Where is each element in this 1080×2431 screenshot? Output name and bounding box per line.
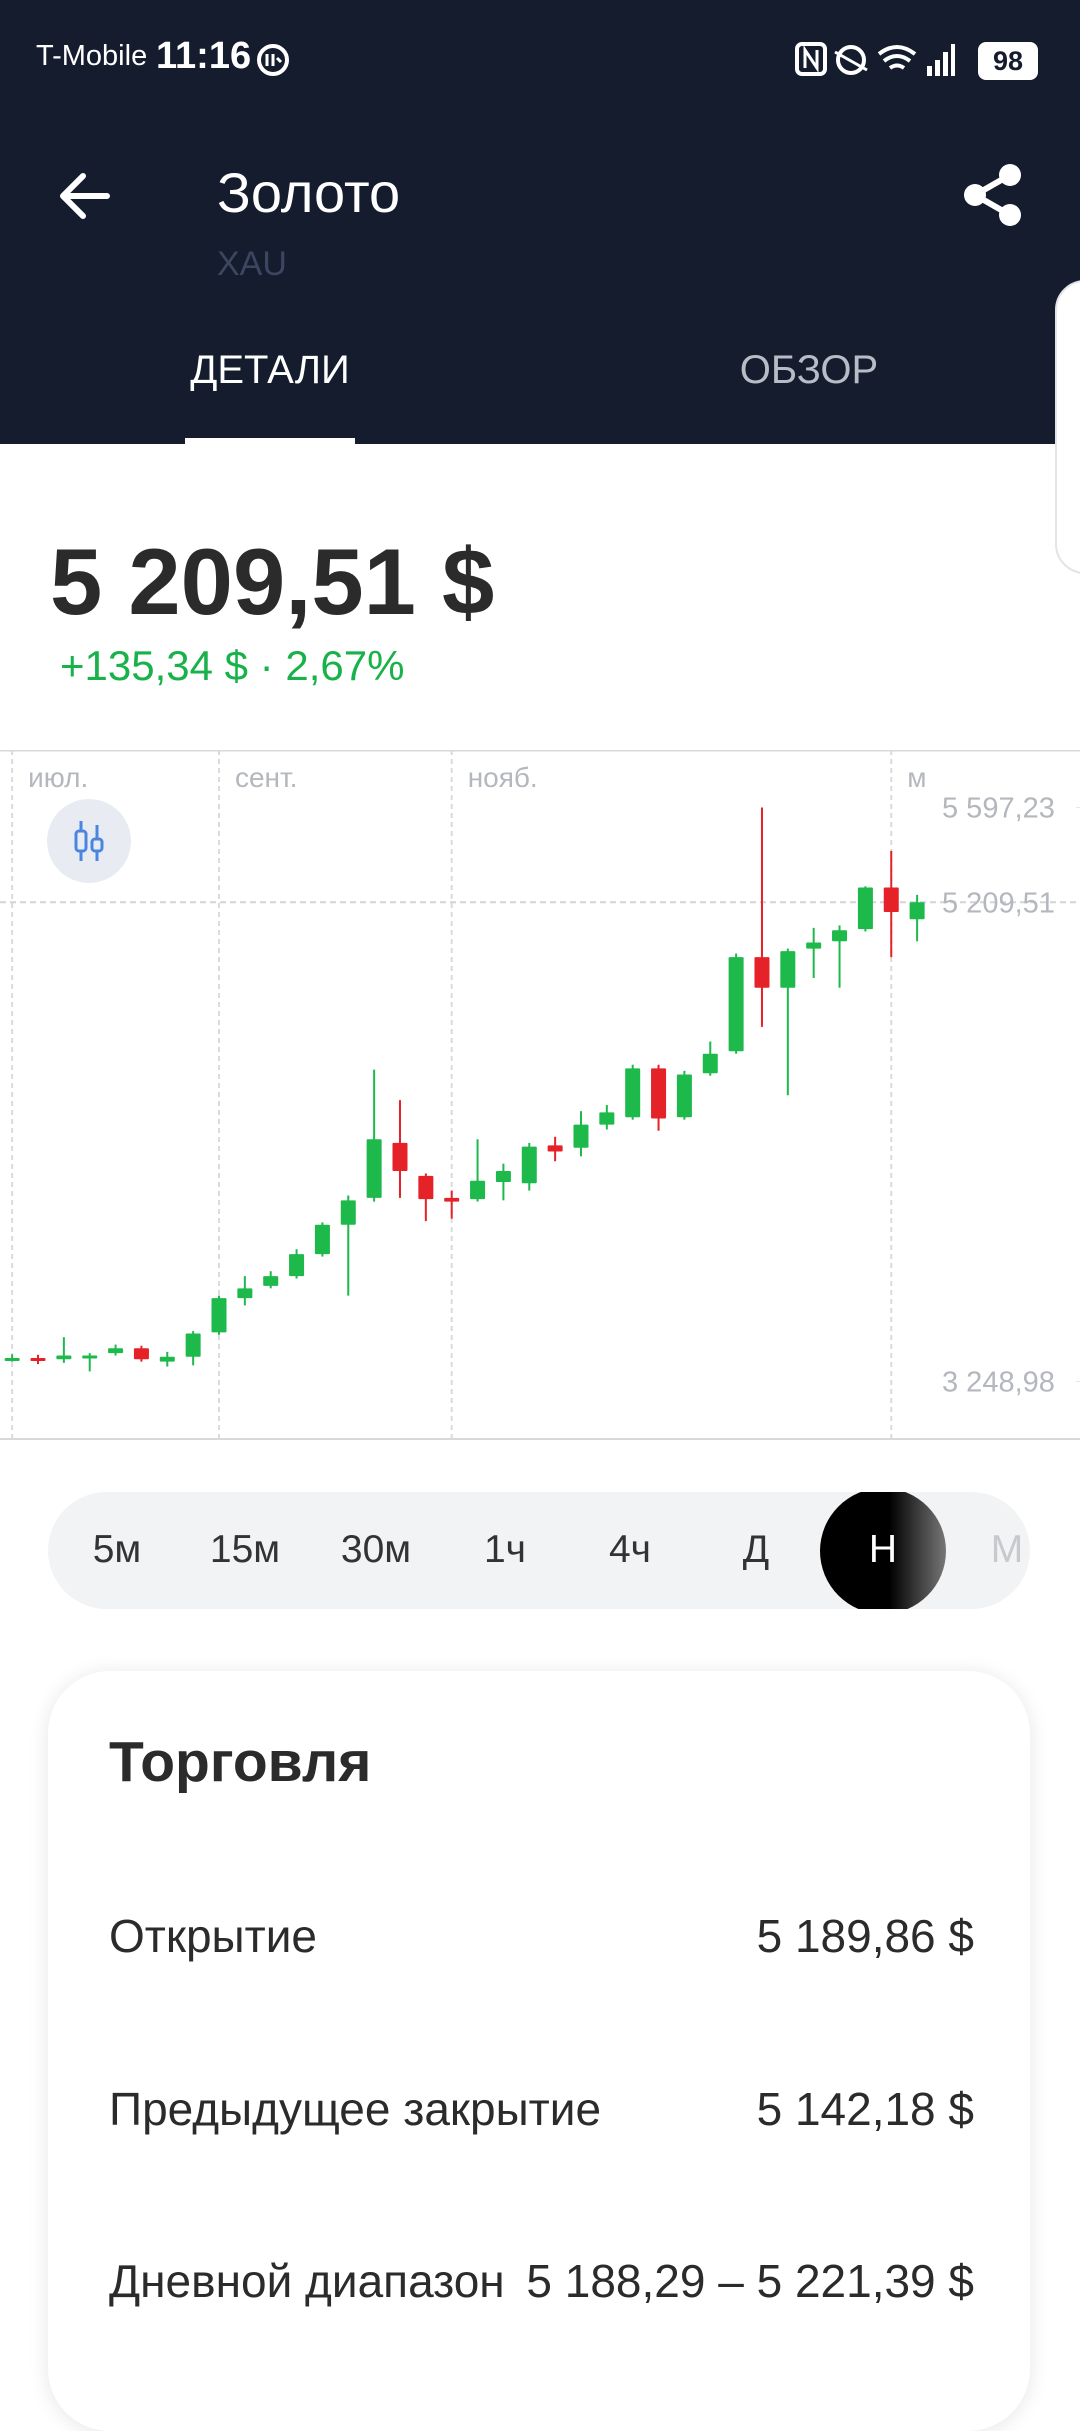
row-value: 5 189,86 $ (756, 1910, 974, 1962)
y-tick-label: 3 248,98 (942, 1366, 1055, 1398)
candle-body (185, 1333, 201, 1357)
status-icons (795, 42, 955, 76)
x-tick-label: сент. (235, 762, 298, 793)
instrument-title: Золото (217, 161, 401, 224)
timeframe-option[interactable]: Н (868, 1528, 898, 1571)
candlestick-chart: июл.сент.нояб.2026м5 597,235 209,513 248… (0, 750, 1080, 1440)
candle-body (82, 1355, 98, 1359)
candle-body (676, 1074, 692, 1118)
candle-body (909, 902, 925, 920)
row-label: Открытие (109, 1910, 317, 1962)
row-value: 5 142,18 $ (756, 2083, 974, 2135)
side-panel-peek (1055, 280, 1080, 574)
candle-body (418, 1175, 434, 1200)
price-change: +135,34 $ · 2,67% (60, 642, 405, 689)
timeframe-selected-bg (820, 1492, 946, 1609)
tab[interactable]: ОБЗОР (739, 348, 879, 392)
timeframe-option[interactable]: 5м (92, 1528, 142, 1571)
candle-body (599, 1112, 615, 1125)
candle-body (780, 951, 796, 988)
chart-type-button[interactable] (47, 799, 131, 883)
status-icon (257, 44, 289, 76)
candle-body (625, 1068, 641, 1118)
x-tick-label: нояб. (468, 762, 538, 793)
candle-body (547, 1145, 563, 1152)
candle-body (340, 1200, 356, 1225)
instrument-symbol: XAU (217, 245, 287, 283)
x-tick-label: июл. (28, 762, 88, 793)
tab-indicator (185, 438, 355, 444)
battery: 98 (978, 42, 1038, 80)
candle-body (263, 1276, 279, 1286)
row-value: 5 188,29 – 5 221,39 $ (526, 2255, 974, 2307)
candle-body (314, 1224, 330, 1255)
chart-type-icon (74, 821, 104, 861)
candle-body (289, 1254, 305, 1277)
timeframe-option[interactable]: 15м (209, 1528, 281, 1571)
section-title: Торговля (109, 1730, 372, 1794)
candle-body (832, 930, 848, 942)
candle-body (211, 1298, 227, 1333)
price: 5 209,51 $ (50, 529, 495, 634)
candle-body (495, 1171, 511, 1183)
candle-body (883, 887, 899, 912)
candle-body (521, 1146, 537, 1184)
candle-body (392, 1142, 408, 1172)
app-header: T-Mobile 11:16 98 Золото XAU ДЕТАЛИ ОБЗО… (0, 0, 1080, 444)
tab[interactable]: ДЕТАЛИ (190, 348, 350, 392)
candle-body (30, 1357, 46, 1361)
carrier: T-Mobile (36, 40, 148, 72)
candle-body (133, 1348, 149, 1360)
candle-body (573, 1124, 589, 1148)
candle-body (857, 887, 873, 930)
trading-card: Торговля Открытие 5 189,86 $ Предыдущее за… (48, 1671, 1030, 2431)
candle-body (237, 1288, 253, 1299)
candle-body (806, 942, 822, 949)
x-tick-label: м (907, 762, 926, 793)
timeframe-selector: 5м 15м 30м 1ч 4ч Д Н М (48, 1492, 1030, 1609)
timeframe-option[interactable]: М (990, 1528, 1024, 1571)
screen: T-Mobile 11:16 98 Золото XAU ДЕТАЛИ ОБЗО… (0, 0, 1080, 2307)
timeframe-option[interactable]: 4ч (608, 1528, 652, 1571)
timeframe-option[interactable]: Д (742, 1528, 770, 1571)
candle-body (4, 1357, 20, 1361)
candle-body (56, 1355, 72, 1360)
candle-body (159, 1356, 175, 1362)
clock: 11:16 (156, 35, 252, 77)
candle-body (754, 957, 770, 988)
candle-body (108, 1348, 124, 1354)
candle-body (470, 1180, 486, 1200)
candle-body (702, 1053, 718, 1074)
timeframe-option[interactable]: 30м (340, 1528, 412, 1571)
y-tick-label: 5 209,51 (942, 887, 1055, 919)
y-tick-label: 5 597,23 (942, 793, 1055, 825)
candle-body (651, 1068, 667, 1119)
row-label: Предыдущее закрытие (109, 2083, 602, 2135)
candle-body (728, 957, 744, 1052)
candle-body (444, 1197, 460, 1202)
share-button[interactable] (960, 162, 1026, 228)
candle-body (366, 1139, 382, 1198)
back-button[interactable] (55, 168, 115, 224)
row-label: Дневной диапазон (109, 2255, 505, 2307)
timeframe-option[interactable]: 1ч (483, 1528, 527, 1571)
